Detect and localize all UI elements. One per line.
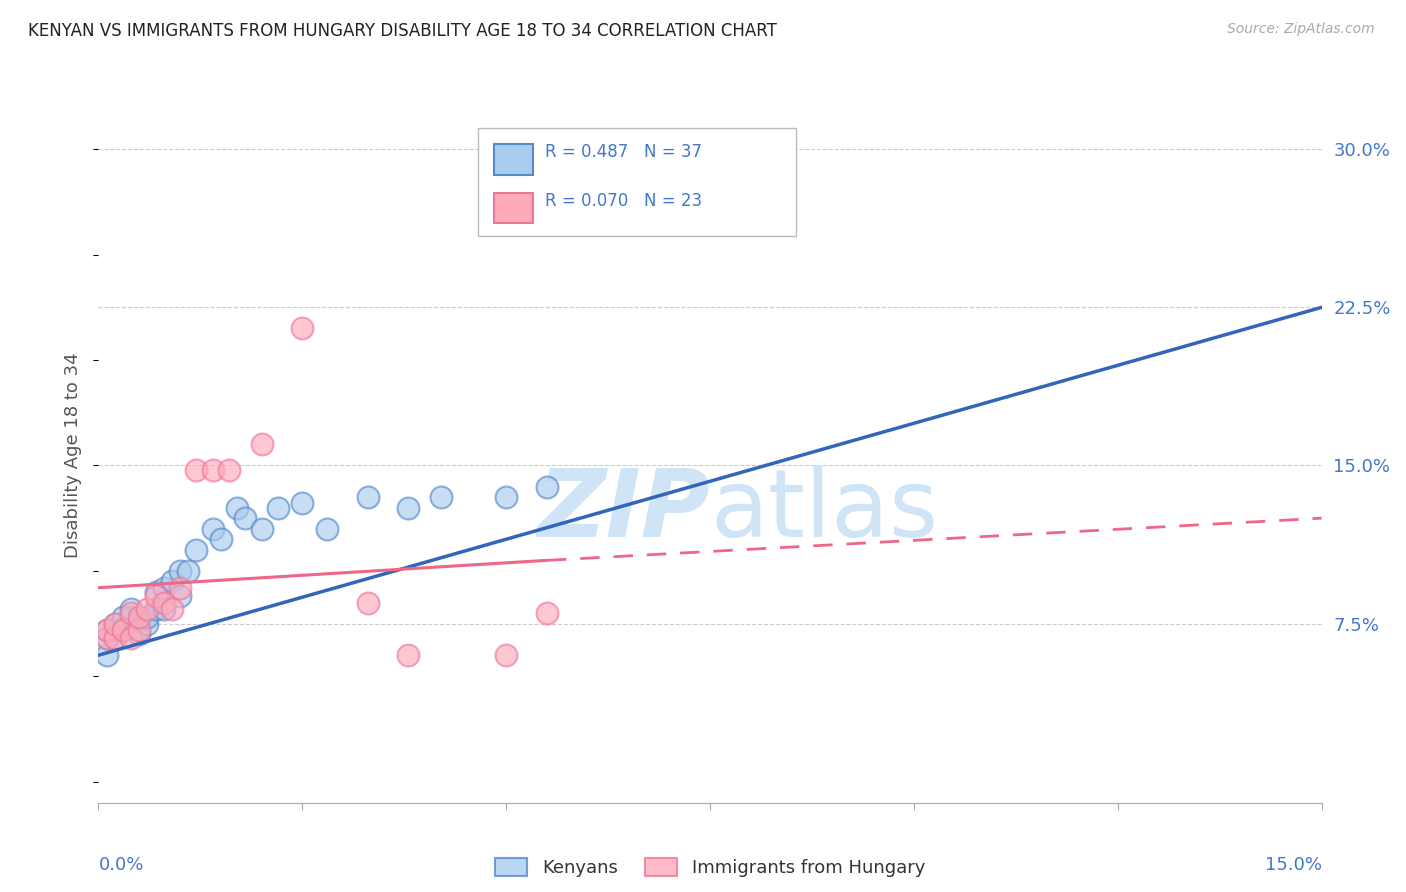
Point [536,479,558,493]
Point [169,564,191,578]
Point [226,500,249,515]
Point [495,490,517,504]
Point [96,632,118,646]
Point [177,564,200,578]
Text: R = 0.070   N = 23: R = 0.070 N = 23 [546,192,702,210]
Text: atlas: atlas [710,465,938,557]
Point [136,602,159,616]
Point [209,533,232,547]
Point [396,500,419,515]
FancyBboxPatch shape [494,194,533,223]
Point [104,632,127,646]
Point [396,648,419,663]
Text: KENYAN VS IMMIGRANTS FROM HUNGARY DISABILITY AGE 18 TO 34 CORRELATION CHART: KENYAN VS IMMIGRANTS FROM HUNGARY DISABI… [28,22,778,40]
Point [96,623,118,637]
Point [291,321,314,335]
Point [267,500,290,515]
Point [120,606,142,620]
Point [104,623,127,637]
Point [128,615,150,629]
FancyBboxPatch shape [494,145,533,175]
Point [233,511,256,525]
Point [356,595,378,609]
Text: R = 0.487   N = 37: R = 0.487 N = 37 [546,144,702,161]
Point [136,616,159,631]
Point [218,463,240,477]
Point [250,437,273,451]
Point [201,463,224,477]
Point [186,542,208,557]
Point [128,627,150,641]
Y-axis label: Disability Age 18 to 34: Disability Age 18 to 34 [65,352,83,558]
Point [96,623,118,637]
Text: 0.0%: 0.0% [98,855,143,873]
Point [111,623,134,637]
Point [128,623,150,637]
Point [120,610,142,624]
Point [145,589,167,603]
Point [169,581,191,595]
Point [145,585,167,599]
Point [104,616,127,631]
Point [104,616,127,631]
Text: 15.0%: 15.0% [1264,855,1322,873]
FancyBboxPatch shape [478,128,796,235]
Point [96,648,118,663]
Point [120,632,142,646]
Point [536,606,558,620]
Point [356,490,378,504]
Point [152,581,174,595]
Point [128,610,150,624]
Point [250,522,273,536]
Point [495,648,517,663]
Point [152,602,174,616]
Point [96,632,118,646]
Point [160,574,183,589]
Point [315,522,337,536]
Point [145,602,167,616]
Point [430,490,453,504]
Point [111,623,134,637]
Point [291,496,314,510]
Point [104,632,127,646]
Point [136,610,159,624]
Point [111,610,134,624]
Text: ZIP: ZIP [537,465,710,557]
Point [169,589,191,603]
Point [576,153,599,167]
Text: Source: ZipAtlas.com: Source: ZipAtlas.com [1227,22,1375,37]
Point [201,522,224,536]
Point [186,463,208,477]
Legend: Kenyans, Immigrants from Hungary: Kenyans, Immigrants from Hungary [488,850,932,884]
Point [152,595,174,609]
Point [160,602,183,616]
Point [120,602,142,616]
